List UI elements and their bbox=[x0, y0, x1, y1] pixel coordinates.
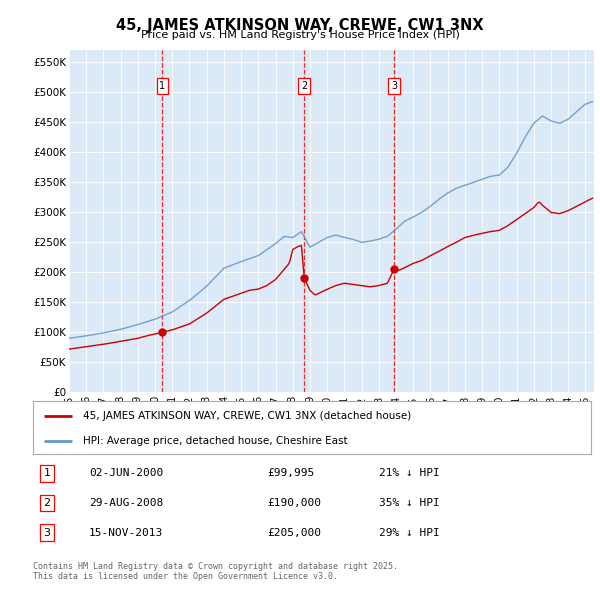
Text: Contains HM Land Registry data © Crown copyright and database right 2025.
This d: Contains HM Land Registry data © Crown c… bbox=[33, 562, 398, 581]
Text: 45, JAMES ATKINSON WAY, CREWE, CW1 3NX (detached house): 45, JAMES ATKINSON WAY, CREWE, CW1 3NX (… bbox=[83, 411, 412, 421]
Text: 29-AUG-2008: 29-AUG-2008 bbox=[89, 498, 163, 508]
Text: 2: 2 bbox=[43, 498, 50, 508]
Text: £205,000: £205,000 bbox=[268, 528, 322, 537]
Text: £99,995: £99,995 bbox=[268, 468, 314, 478]
Text: 3: 3 bbox=[43, 528, 50, 537]
Text: 2: 2 bbox=[301, 81, 307, 91]
Text: 45, JAMES ATKINSON WAY, CREWE, CW1 3NX: 45, JAMES ATKINSON WAY, CREWE, CW1 3NX bbox=[116, 18, 484, 32]
Text: Price paid vs. HM Land Registry's House Price Index (HPI): Price paid vs. HM Land Registry's House … bbox=[140, 30, 460, 40]
Text: £190,000: £190,000 bbox=[268, 498, 322, 508]
Text: 21% ↓ HPI: 21% ↓ HPI bbox=[379, 468, 440, 478]
Text: 29% ↓ HPI: 29% ↓ HPI bbox=[379, 528, 440, 537]
Text: 1: 1 bbox=[159, 81, 166, 91]
Text: 15-NOV-2013: 15-NOV-2013 bbox=[89, 528, 163, 537]
Text: 35% ↓ HPI: 35% ↓ HPI bbox=[379, 498, 440, 508]
Text: 1: 1 bbox=[43, 468, 50, 478]
Text: 3: 3 bbox=[391, 81, 397, 91]
Text: HPI: Average price, detached house, Cheshire East: HPI: Average price, detached house, Ches… bbox=[83, 436, 348, 446]
Text: 02-JUN-2000: 02-JUN-2000 bbox=[89, 468, 163, 478]
